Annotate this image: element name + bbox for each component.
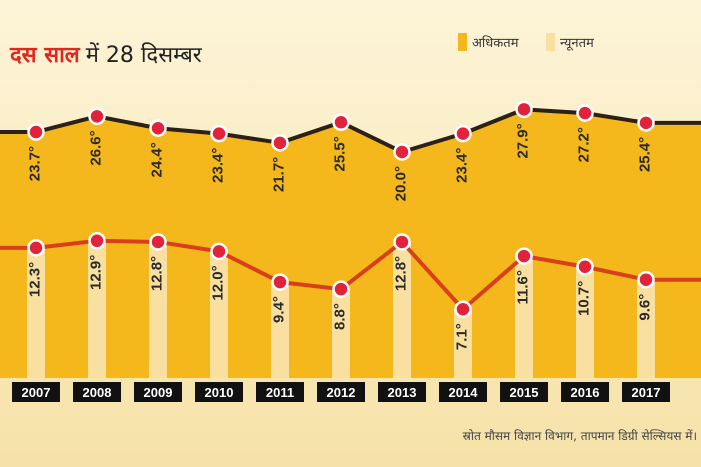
tick-box-2017 bbox=[622, 382, 670, 402]
min-point-2016 bbox=[576, 257, 594, 276]
max-point-2007 bbox=[27, 123, 45, 141]
tick-box-2014 bbox=[439, 382, 487, 402]
tick-label-2011: 2011 bbox=[266, 385, 294, 400]
min-label-2017: 9.6° bbox=[637, 294, 654, 321]
min-label-2010: 12.0° bbox=[210, 265, 227, 300]
min-bar-2016 bbox=[576, 266, 594, 378]
tick-box-2007 bbox=[12, 382, 60, 402]
tick-box-2008 bbox=[73, 382, 121, 402]
min-bar-2007 bbox=[27, 247, 45, 378]
tick-label-2017: 2017 bbox=[632, 385, 661, 400]
min-bar-2008 bbox=[88, 240, 106, 378]
legend: अधिकतम न्यूनतम bbox=[458, 33, 594, 51]
max-label-2011: 21.7° bbox=[271, 157, 288, 192]
tick-box-2013 bbox=[378, 382, 426, 402]
max-label-2007: 23.7° bbox=[27, 146, 44, 181]
title-rest: में 28 दिसम्बर bbox=[86, 42, 203, 68]
tick-label-2012: 2012 bbox=[327, 385, 356, 400]
max-point-2011 bbox=[271, 134, 289, 152]
tick-box-2010 bbox=[195, 382, 243, 402]
tick-box-2012 bbox=[317, 382, 365, 402]
min-point-2013 bbox=[393, 233, 411, 251]
min-label-2007: 12.3° bbox=[27, 262, 44, 297]
min-bar-2010 bbox=[210, 251, 228, 378]
min-bar-2009 bbox=[149, 241, 167, 378]
min-label-2014: 7.1° bbox=[454, 323, 471, 350]
max-point-2014 bbox=[454, 124, 472, 143]
min-point-2012 bbox=[332, 280, 350, 298]
max-point-2010 bbox=[210, 124, 228, 143]
min-label-2016: 10.7° bbox=[576, 281, 593, 316]
max-point-2015 bbox=[515, 100, 533, 119]
tick-label-2015: 2015 bbox=[510, 385, 539, 400]
min-label-2012: 8.8° bbox=[332, 303, 349, 330]
max-label-2013: 20.0° bbox=[393, 166, 410, 201]
tick-label-2007: 2007 bbox=[22, 385, 51, 400]
tick-label-2016: 2016 bbox=[571, 385, 600, 400]
tick-label-2010: 2010 bbox=[205, 385, 234, 400]
max-label-2012: 25.5° bbox=[332, 136, 349, 171]
min-label-2013: 12.8° bbox=[393, 256, 410, 291]
legend-swatch-min bbox=[546, 33, 555, 51]
max-point-2017 bbox=[637, 114, 655, 132]
max-label-2017: 25.4° bbox=[637, 137, 654, 172]
min-point-2015 bbox=[515, 247, 533, 265]
min-bar-2014 bbox=[454, 309, 472, 378]
max-point-2012 bbox=[332, 113, 350, 132]
tick-label-2009: 2009 bbox=[144, 385, 173, 400]
max-label-2016: 27.2° bbox=[576, 127, 593, 162]
min-point-2014 bbox=[454, 300, 472, 318]
min-bar-2012 bbox=[332, 289, 350, 378]
tick-box-2011 bbox=[256, 382, 304, 402]
min-point-2011 bbox=[271, 273, 289, 291]
min-bar-2013 bbox=[393, 241, 411, 378]
max-point-2008 bbox=[88, 107, 106, 126]
max-point-2009 bbox=[149, 119, 167, 137]
min-bar-2015 bbox=[515, 256, 533, 378]
legend-label-max: अधिकतम bbox=[472, 35, 519, 51]
min-point-2017 bbox=[637, 270, 655, 289]
source-note: स्रोत मौसम विज्ञान विभाग, तापमान डिग्री … bbox=[463, 429, 697, 443]
tick-label-2008: 2008 bbox=[83, 385, 112, 400]
min-point-2007 bbox=[27, 239, 45, 257]
tick-box-2015 bbox=[500, 382, 548, 402]
legend-swatch-max bbox=[458, 33, 467, 51]
max-point-2016 bbox=[576, 104, 594, 122]
max-label-2010: 23.4° bbox=[210, 148, 227, 183]
max-label-2009: 24.4° bbox=[149, 142, 166, 177]
title-highlight: दस साल bbox=[9, 43, 81, 68]
min-point-2009 bbox=[149, 233, 167, 251]
min-label-2008: 12.9° bbox=[88, 255, 105, 290]
tick-label-2014: 2014 bbox=[449, 385, 479, 400]
tick-box-2016 bbox=[561, 382, 609, 402]
min-point-2008 bbox=[88, 232, 106, 250]
min-point-2010 bbox=[210, 242, 228, 261]
tick-label-2013: 2013 bbox=[388, 385, 417, 400]
max-label-2015: 27.9° bbox=[515, 123, 532, 158]
min-label-2009: 12.8° bbox=[149, 256, 166, 291]
chart-title: दस साल में 28 दिसम्बर bbox=[9, 42, 203, 68]
legend-label-min: न्यूनतम bbox=[560, 36, 594, 51]
min-bar-2017 bbox=[637, 279, 655, 378]
max-label-2008: 26.6° bbox=[88, 130, 105, 165]
min-label-2015: 11.6° bbox=[515, 270, 532, 304]
tick-box-2009 bbox=[134, 382, 182, 402]
max-point-2013 bbox=[393, 143, 411, 161]
min-bar-2011 bbox=[271, 282, 289, 378]
min-label-2011: 9.4° bbox=[271, 296, 288, 323]
max-label-2014: 23.4° bbox=[454, 148, 471, 183]
